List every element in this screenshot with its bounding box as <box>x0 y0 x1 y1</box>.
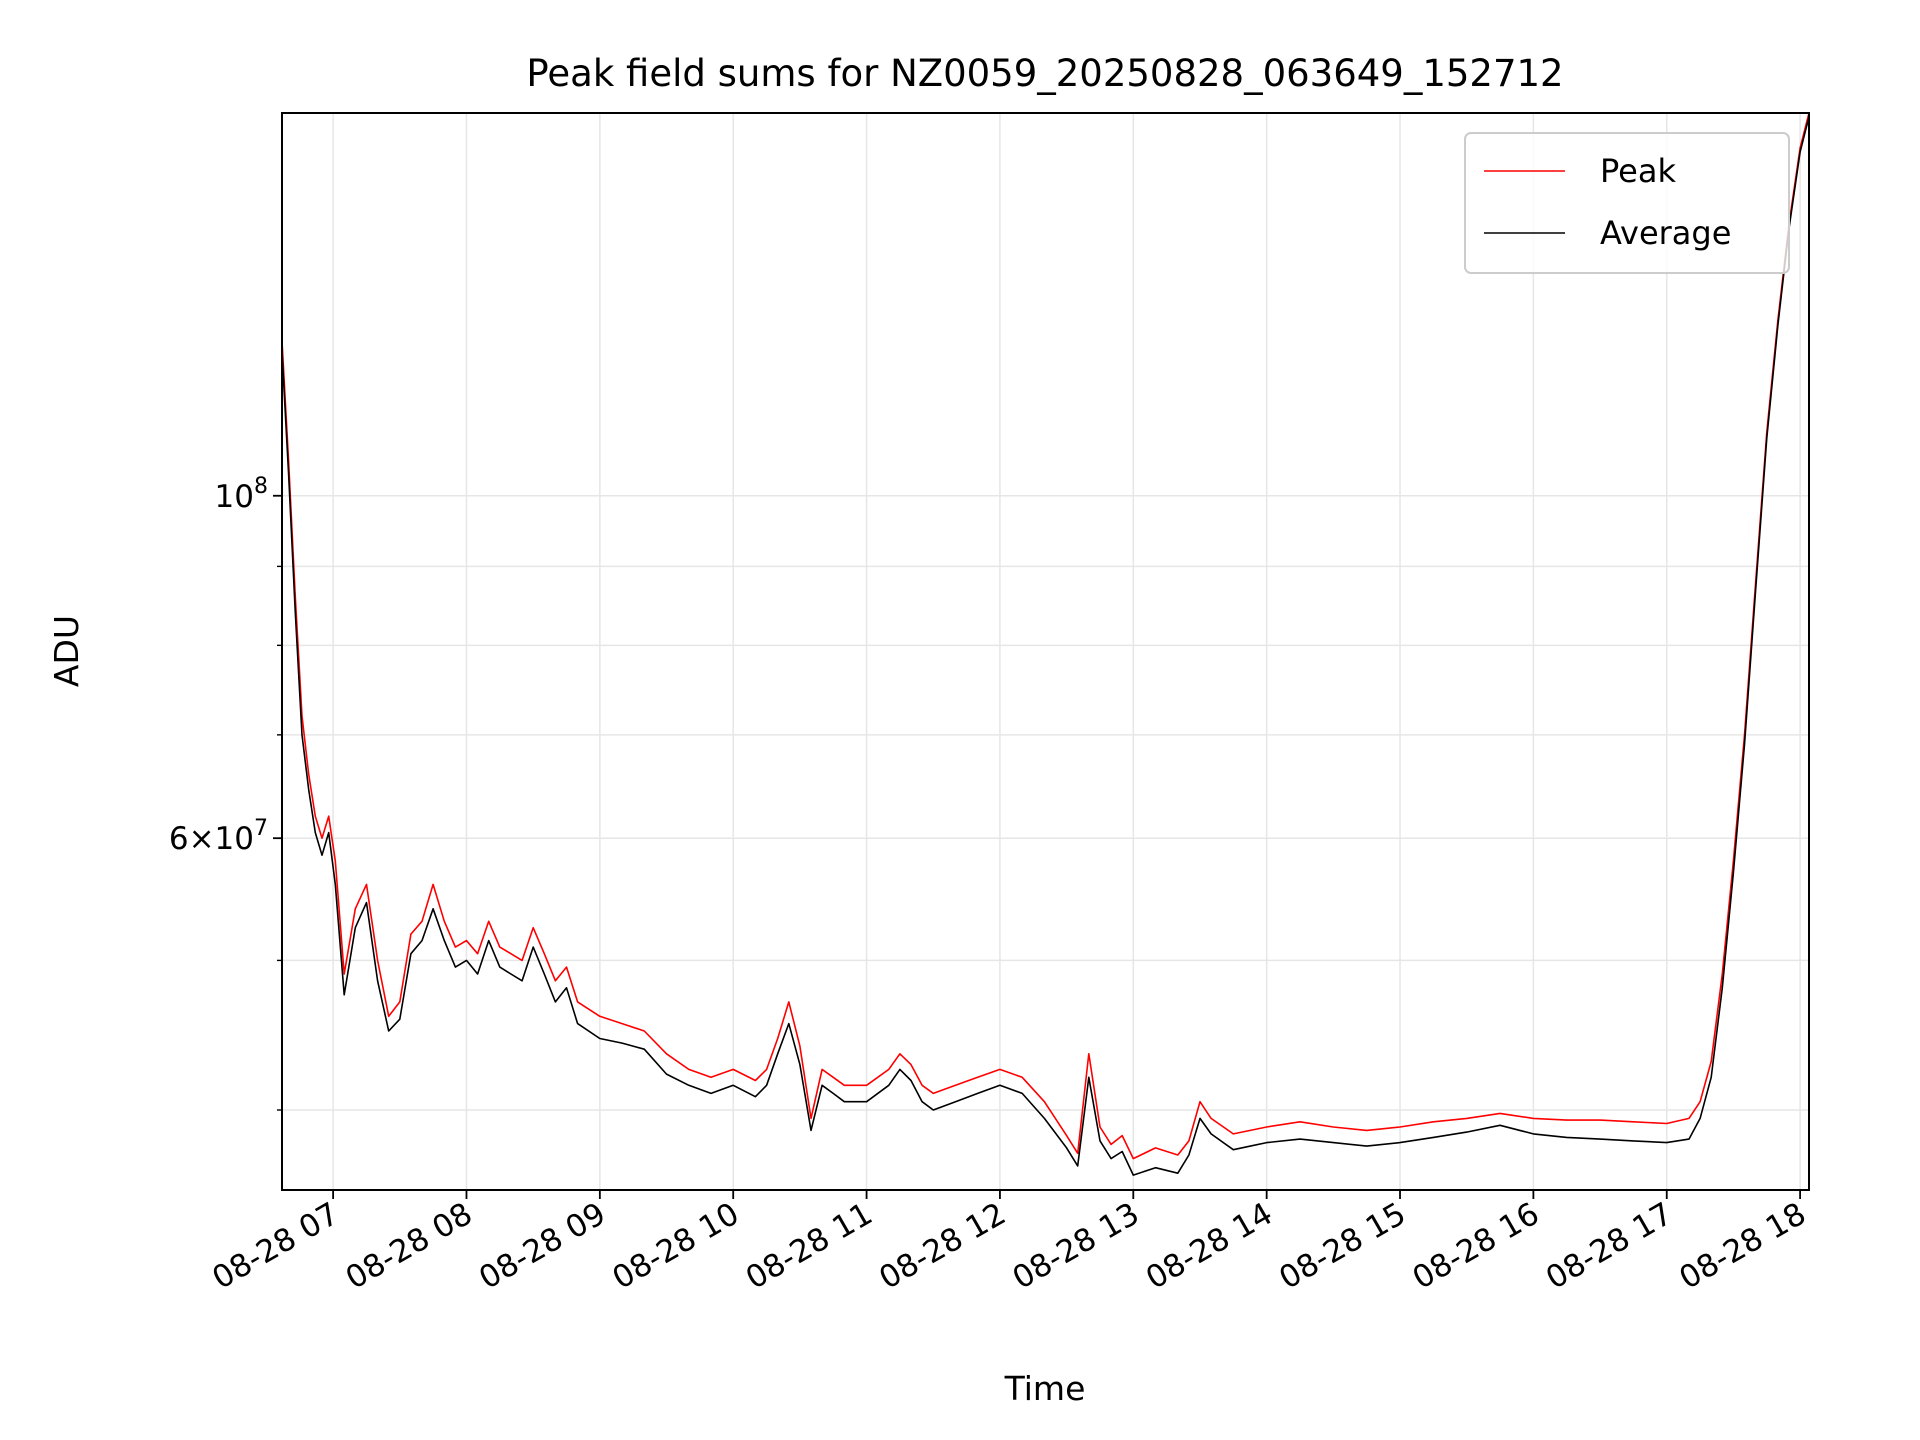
plot-area <box>282 113 1809 1176</box>
series-layer <box>282 113 1809 1176</box>
y-tick-label: 6×107 <box>169 816 268 857</box>
series-line-peak <box>282 113 1809 1160</box>
axes-frame <box>281 112 1810 1191</box>
grid-lines <box>282 113 1809 1190</box>
y-tick-label: 108 <box>215 474 268 515</box>
y-axis-label: ADU <box>47 615 86 687</box>
series-line-average <box>282 116 1809 1176</box>
legend-label-average: Average <box>1600 214 1731 252</box>
y-axis: 108 6×107 <box>169 474 282 1111</box>
legend: Peak Average <box>1464 132 1790 274</box>
legend-label-peak: Peak <box>1600 152 1676 190</box>
x-axis-label: Time <box>1004 1369 1086 1408</box>
legend-box <box>1464 132 1790 274</box>
chart-title: Peak field sums for NZ0059_20250828_0636… <box>526 52 1563 95</box>
